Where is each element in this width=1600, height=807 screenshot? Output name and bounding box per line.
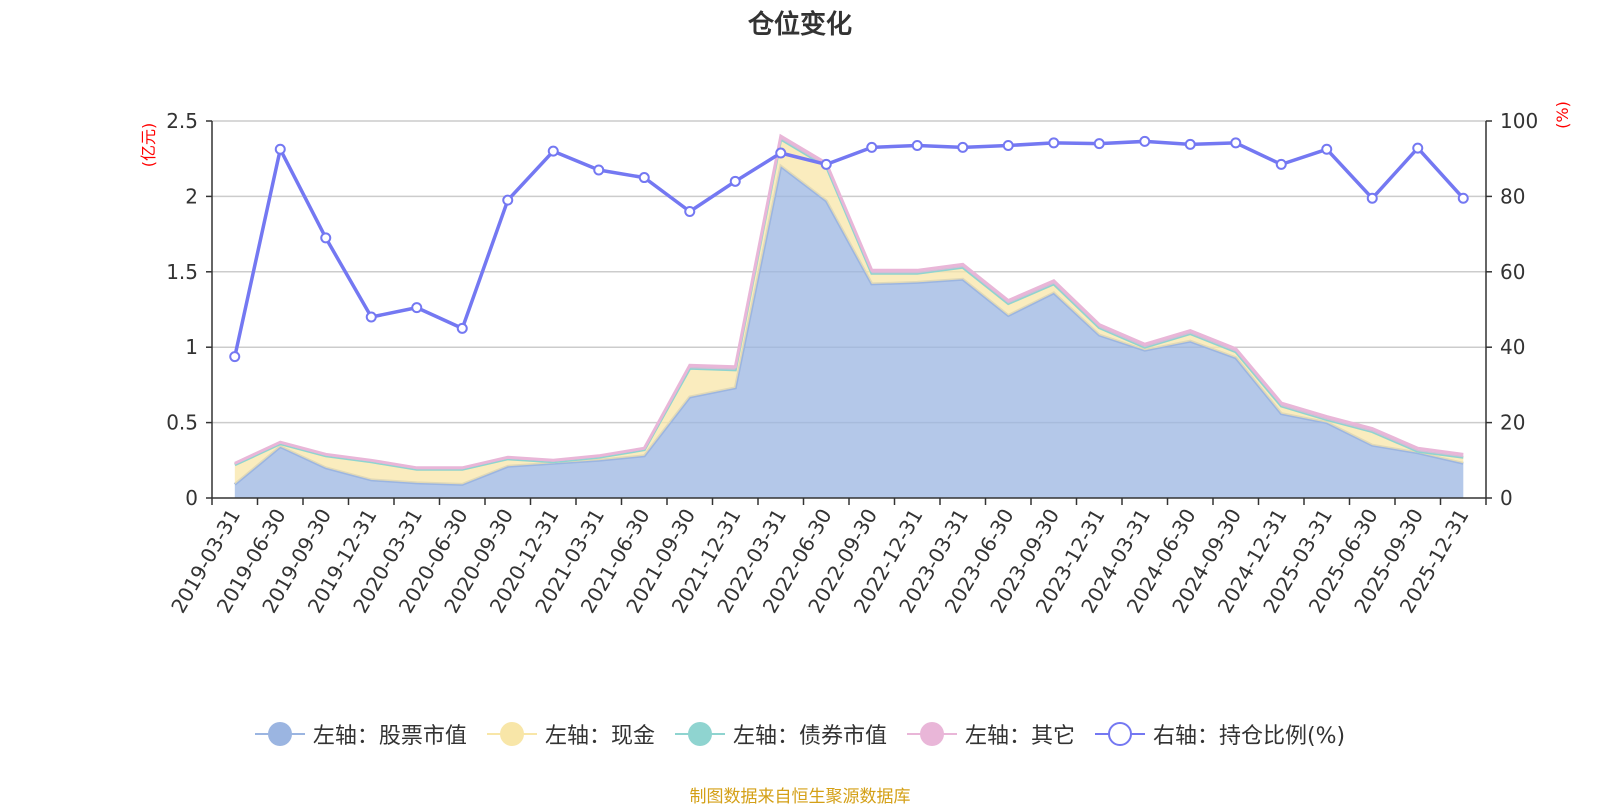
legend-label: 左轴：债券市值 [732,724,887,749]
ratio-point [1457,192,1469,204]
right-tick-label: 20 [1500,411,1525,435]
left-axis-unit: (亿元) [139,123,158,168]
left-tick-label: 0 [185,486,198,510]
ratio-point [593,164,605,176]
right-tick-label: 40 [1500,335,1525,359]
right-tick-label: 100 [1500,109,1538,133]
ratio-point [1184,138,1196,150]
left-tick-label: 1.5 [166,260,198,284]
ratio-line-path [233,139,1465,357]
chart-title: 仓位变化 [747,10,852,40]
ratio-point [1230,137,1242,149]
right-tick-label: 60 [1500,260,1525,284]
ratio-point [456,322,468,334]
left-tick-label: 1 [185,335,198,359]
left-tick-label: 2 [185,184,198,208]
ratio-point [1139,135,1151,147]
ratio-point [957,141,969,153]
ratio-point [365,311,377,323]
ratio-point [274,143,286,155]
legend-item[interactable]: 左轴：其它 [906,718,1075,750]
legend-marker-icon [254,721,305,747]
legend-marker-icon [486,721,537,747]
right-tick-label: 80 [1500,184,1525,208]
legend-label: 左轴：其它 [964,724,1075,749]
ratio-point [1412,142,1424,154]
ratio-point [775,147,787,159]
right-tick-label: 0 [1500,486,1513,510]
stacked-areas [233,133,1464,498]
legend-item[interactable]: 左轴：现金 [486,718,655,750]
left-tick-label: 0.5 [166,411,198,435]
legend-marker-icon [1094,721,1145,747]
legend-item[interactable]: 右轴：持仓比例(%) [1094,718,1346,750]
area-line-左轴：其它 [234,133,1464,470]
ratio-point [1275,158,1287,170]
legend-marker-icon [674,721,725,747]
legend-item[interactable]: 左轴：债券市值 [674,718,887,750]
legend-item[interactable]: 左轴：股票市值 [254,718,467,750]
left-tick-label: 2.5 [166,109,198,133]
legend-label: 左轴：股票市值 [312,724,467,749]
ratio-point [1366,192,1378,204]
source-note: 制图数据来自恒生聚源数据库 [689,787,911,807]
ratio-point [911,140,923,152]
right-axis-unit: (%) [1553,101,1572,129]
ratio-point [820,158,832,170]
ratio-point [502,194,514,206]
ratio-point [1093,138,1105,150]
ratio-point [229,351,241,363]
ratio-point [729,175,741,187]
legend-label: 右轴：持仓比例(%) [1152,724,1346,749]
legend-marker-icon [906,721,957,747]
ratio-line [229,135,1469,363]
ratio-point [320,232,332,244]
ratio-point [1002,140,1014,152]
ratio-point [411,302,423,314]
ratio-point [684,205,696,217]
ratio-point [1321,143,1333,155]
ratio-point [1048,137,1060,149]
area-左轴：股票市值 [234,166,1464,498]
ratio-point [638,172,650,184]
ratio-point [547,145,559,157]
legend-label: 左轴：现金 [544,724,655,749]
legend: 左轴：股票市值 左轴：现金 左轴：债券市值 左轴：其它 右轴：持仓比例(%) [0,718,1600,750]
ratio-point [866,141,878,153]
